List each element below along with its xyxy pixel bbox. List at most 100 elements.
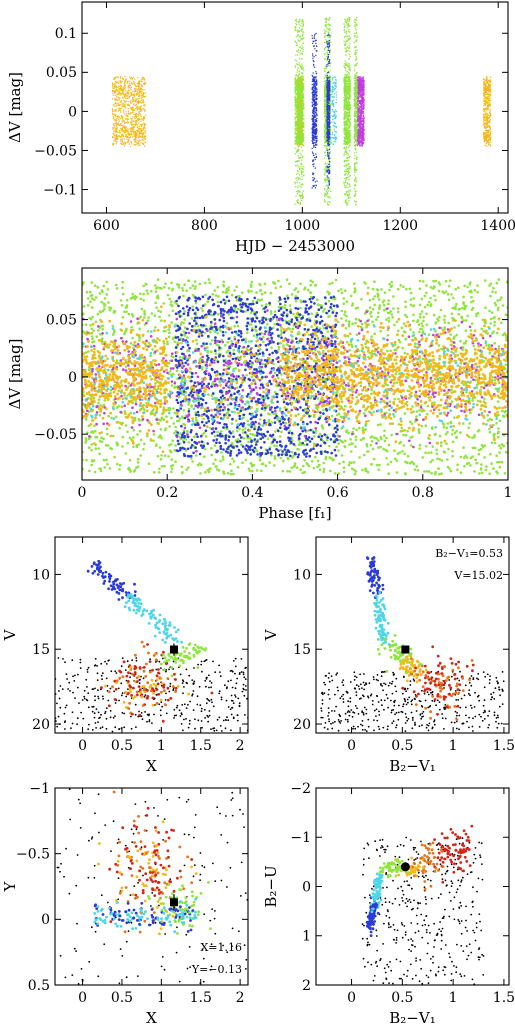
lc-point xyxy=(299,137,301,140)
lc-point xyxy=(328,184,330,186)
lc-point xyxy=(303,83,305,85)
lc-point xyxy=(134,134,136,137)
lc-point xyxy=(296,173,298,175)
lc-point xyxy=(330,129,332,131)
lc-point xyxy=(302,126,305,128)
lc-point xyxy=(296,134,298,136)
lc-point xyxy=(296,151,298,153)
lc-point xyxy=(327,119,329,121)
lc-point xyxy=(294,80,297,83)
lc-point xyxy=(131,110,134,112)
lc-point xyxy=(127,139,130,142)
lc-point xyxy=(314,167,316,169)
lc-point xyxy=(111,82,114,84)
lc-point xyxy=(299,131,302,133)
lc-point xyxy=(142,96,144,98)
lc-point xyxy=(294,183,296,185)
lc-point xyxy=(324,146,326,148)
lc-point xyxy=(127,120,129,122)
lc-point xyxy=(314,106,316,108)
lc-point xyxy=(311,118,313,121)
lc-point xyxy=(326,145,328,147)
lc-point xyxy=(297,164,299,166)
lc-point xyxy=(313,56,315,58)
lc-point xyxy=(301,111,303,114)
lc-point xyxy=(329,44,331,46)
lc-point xyxy=(294,77,297,79)
lc-point xyxy=(131,124,133,127)
lc-point xyxy=(298,51,300,53)
lc-point xyxy=(118,99,121,101)
lc-point xyxy=(329,151,331,153)
lc-point xyxy=(120,99,123,102)
lc-point xyxy=(140,120,142,123)
lc-point xyxy=(118,92,121,94)
lc-point xyxy=(323,92,326,94)
lc-point xyxy=(295,98,297,101)
lc-point xyxy=(294,147,296,149)
lc-point xyxy=(129,84,132,87)
lc-point xyxy=(299,178,301,180)
lc-point xyxy=(141,77,143,79)
lc-point xyxy=(324,193,326,195)
lc-point xyxy=(311,35,313,37)
lc-point xyxy=(131,143,133,145)
lc-point xyxy=(328,134,330,136)
lc-point xyxy=(120,136,122,138)
lc-point xyxy=(136,121,138,123)
lc-point xyxy=(296,84,298,86)
lc-point xyxy=(135,103,138,106)
lc-point xyxy=(313,35,316,37)
lc-point xyxy=(323,48,326,51)
lc-point xyxy=(295,140,297,143)
lc-point xyxy=(299,115,301,118)
lc-point xyxy=(121,80,123,82)
lc-point xyxy=(297,150,299,152)
lc-point xyxy=(328,24,331,26)
lc-point xyxy=(135,123,137,125)
lc-point xyxy=(327,187,329,189)
lc-point xyxy=(114,130,117,132)
lc-point xyxy=(301,85,304,87)
lc-point xyxy=(141,89,144,91)
lc-point xyxy=(124,96,126,98)
lc-point xyxy=(295,74,298,76)
lc-point xyxy=(316,135,318,137)
lc-point xyxy=(137,102,139,105)
lc-point xyxy=(324,34,326,37)
lc-point xyxy=(295,90,297,92)
lc-point xyxy=(311,74,313,77)
lc-point xyxy=(122,103,124,105)
lc-point xyxy=(315,101,318,103)
lc-point xyxy=(297,185,299,187)
lc-point xyxy=(328,29,330,31)
lc-point xyxy=(313,65,315,67)
lc-point xyxy=(323,41,326,44)
lc-point xyxy=(121,119,123,122)
lc-point xyxy=(345,202,348,205)
lc-point xyxy=(114,98,116,101)
lc-point xyxy=(299,30,301,32)
lc-point xyxy=(137,137,139,139)
lc-point xyxy=(123,142,125,144)
lc-point xyxy=(132,101,134,103)
lc-point xyxy=(313,144,315,147)
lc-point xyxy=(315,144,317,146)
lc-point xyxy=(114,97,116,99)
lc-point xyxy=(301,96,304,98)
lc-point xyxy=(312,99,314,101)
lc-point xyxy=(297,34,299,36)
lc-point xyxy=(138,88,140,90)
lc-point xyxy=(300,163,302,165)
lc-point xyxy=(297,35,299,37)
lc-point xyxy=(302,99,305,102)
lc-point xyxy=(125,78,127,80)
lc-point xyxy=(136,133,138,135)
lc-point xyxy=(297,39,300,41)
lc-point xyxy=(294,113,296,115)
lc-point xyxy=(300,47,302,49)
lc-point xyxy=(142,99,144,101)
lc-point xyxy=(328,188,331,190)
lc-point xyxy=(129,113,131,115)
lc-point xyxy=(326,93,328,95)
